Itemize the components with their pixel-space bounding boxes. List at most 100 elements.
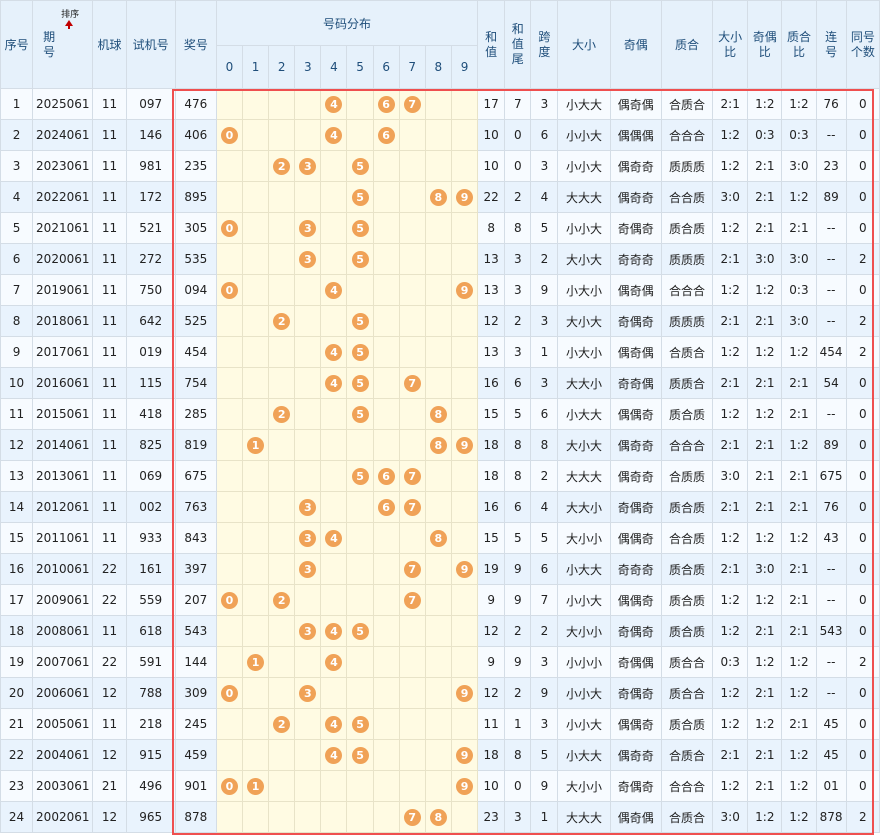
digit-ball: 3 (299, 219, 317, 237)
header-sum: 和值 (477, 0, 506, 89)
cell-same: 0 (845, 491, 880, 523)
header-size: 大小 (557, 0, 611, 89)
cell-period: 2013061 (32, 460, 94, 492)
digit-ball: 5 (351, 312, 369, 330)
table-row: 16 2010061 22 161 397 3 7 9 19 9 6 小大大 奇奇奇 质合质 2:1 3:0 2… (0, 553, 880, 585)
cell-prize: 901 (174, 770, 217, 802)
cell-machine: 11 (92, 305, 127, 337)
table-row: 20 2006061 12 788 309 0 3 9 12 2 9 小小大 奇偶奇 质合合 1:2 2:1 1… (0, 677, 880, 709)
dist-cell-0: 0 (215, 119, 244, 151)
cell-period: 2002061 (32, 801, 94, 833)
dist-cell-2: 2 (268, 305, 296, 337)
digit-ball: 1 (247, 436, 265, 454)
table-row: 6 2020061 11 272 535 3 5 13 3 2 大小大 奇奇奇 质质质 2:1 3:0 3:0… (0, 243, 880, 275)
dist-cell-8 (424, 553, 452, 585)
cell-machine: 22 (92, 553, 127, 585)
header-same: 同号个数 (845, 0, 880, 89)
cell-machine: 11 (92, 522, 127, 554)
dist-cell-4 (320, 553, 348, 585)
header-period: 期号 排序 (32, 0, 94, 89)
dist-cell-6 (372, 243, 400, 275)
cell-trial: 915 (125, 739, 176, 771)
cell-parity: 偶奇偶 (609, 274, 662, 306)
cell-prime: 质合质 (660, 615, 714, 647)
cell-sum: 18 (477, 460, 506, 492)
dist-cell-2 (268, 553, 296, 585)
cell-size: 小小大 (557, 677, 611, 709)
dist-cell-3: 3 (294, 615, 322, 647)
cell-prime: 合质合 (660, 88, 714, 120)
dist-cell-1 (242, 522, 270, 554)
digit-ball: 9 (456, 560, 474, 578)
cell-size-ratio: 2:1 (712, 739, 749, 771)
cell-size: 大大大 (557, 801, 611, 833)
dist-cell-3 (294, 398, 322, 430)
cell-span: 5 (530, 212, 559, 244)
dist-cell-2 (268, 88, 296, 120)
cell-trial: 933 (125, 522, 176, 554)
sort-arrow-icon[interactable] (65, 20, 74, 26)
cell-seq: 23 (0, 770, 34, 802)
cell-prime: 质合质 (660, 708, 714, 740)
cell-size-ratio: 2:1 (712, 429, 749, 461)
cell-prime-ratio: 1:2 (781, 522, 817, 554)
table-row: 21 2005061 11 218 245 2 4 5 11 1 3 小小大 偶偶奇 质合质 1:2 1:2 2… (0, 708, 880, 740)
cell-parity: 偶偶奇 (609, 398, 662, 430)
sort-link[interactable]: 排序 (61, 10, 80, 20)
dist-cell-5: 5 (346, 212, 374, 244)
cell-parity-ratio: 2:1 (747, 305, 783, 337)
dist-cell-7 (398, 429, 426, 461)
cell-parity-ratio: 1:2 (747, 801, 783, 833)
digit-ball: 7 (403, 591, 421, 609)
cell-span: 1 (530, 801, 559, 833)
dist-cell-7: 7 (398, 88, 426, 120)
cell-sum: 15 (477, 398, 506, 430)
cell-sum: 18 (477, 429, 506, 461)
dist-cell-2 (268, 212, 296, 244)
cell-parity: 奇偶奇 (609, 677, 662, 709)
dist-cell-2 (268, 181, 296, 213)
cell-sumtail: 8 (504, 460, 532, 492)
dist-cell-6: 6 (372, 460, 400, 492)
digit-ball: 2 (273, 715, 291, 733)
cell-sum: 16 (477, 367, 506, 399)
dist-cell-9 (450, 460, 479, 492)
cell-sumtail: 0 (504, 770, 532, 802)
cell-trial: 115 (125, 367, 176, 399)
table-row: 9 2017061 11 019 454 4 5 13 3 1 小大小 偶奇偶 合质合 1:2 1:2 1:2… (0, 336, 880, 368)
dist-cell-5: 5 (346, 367, 374, 399)
header-same-label: 同号个数 (850, 29, 875, 59)
cell-prime: 质质质 (660, 305, 714, 337)
cell-size: 小大小 (557, 336, 611, 368)
cell-sumtail: 5 (504, 522, 532, 554)
cell-sumtail: 3 (504, 336, 532, 368)
dist-cell-2: 2 (268, 398, 296, 430)
cell-same: 2 (845, 646, 880, 678)
dist-cell-2 (268, 336, 296, 368)
cell-sum: 13 (477, 336, 506, 368)
cell-prize: 459 (174, 739, 217, 771)
dist-cell-1: 1 (242, 646, 270, 678)
cell-trial: 418 (125, 398, 176, 430)
cell-consec: -- (815, 553, 847, 585)
dist-cell-4 (320, 460, 348, 492)
dist-cell-0: 0 (215, 584, 244, 616)
cell-seq: 15 (0, 522, 34, 554)
cell-prime: 质质合 (660, 367, 714, 399)
cell-sumtail: 2 (504, 181, 532, 213)
cell-size: 小小大 (557, 212, 611, 244)
dist-cell-0 (215, 615, 244, 647)
dist-cell-4: 4 (320, 708, 348, 740)
dist-cell-3: 3 (294, 243, 322, 275)
cell-sumtail: 3 (504, 274, 532, 306)
cell-prime-ratio: 2:1 (781, 553, 817, 585)
digit-ball: 5 (351, 715, 369, 733)
dist-cell-1 (242, 739, 270, 771)
dist-cell-4: 4 (320, 615, 348, 647)
header-span-label: 跨度 (538, 29, 551, 59)
cell-seq: 3 (0, 150, 34, 182)
header-digit-4: 4 (320, 45, 348, 89)
cell-period: 2016061 (32, 367, 94, 399)
cell-size-ratio: 1:2 (712, 212, 749, 244)
dist-cell-8: 8 (424, 801, 452, 833)
